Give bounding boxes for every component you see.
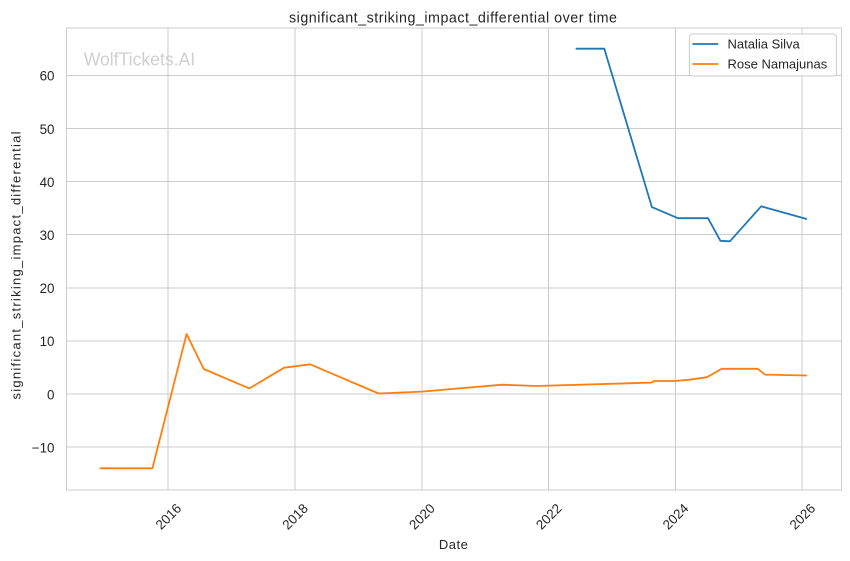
svg-text:significant_striking_impact_di: significant_striking_impact_differential bbox=[9, 131, 24, 399]
svg-text:20: 20 bbox=[40, 281, 55, 296]
svg-text:significant_striking_impact_di: significant_striking_impact_differential… bbox=[289, 11, 617, 27]
svg-text:Date: Date bbox=[439, 537, 468, 552]
svg-text:60: 60 bbox=[40, 69, 55, 84]
svg-text:0: 0 bbox=[47, 387, 54, 402]
svg-text:WolfTickets.AI: WolfTickets.AI bbox=[84, 48, 196, 69]
svg-text:30: 30 bbox=[40, 228, 55, 243]
svg-text:Natalia Silva: Natalia Silva bbox=[728, 37, 801, 52]
svg-text:40: 40 bbox=[40, 175, 55, 190]
svg-text:50: 50 bbox=[40, 122, 55, 137]
svg-text:−10: −10 bbox=[32, 440, 55, 455]
svg-text:Rose Namajunas: Rose Namajunas bbox=[728, 57, 828, 72]
svg-text:10: 10 bbox=[40, 334, 55, 349]
